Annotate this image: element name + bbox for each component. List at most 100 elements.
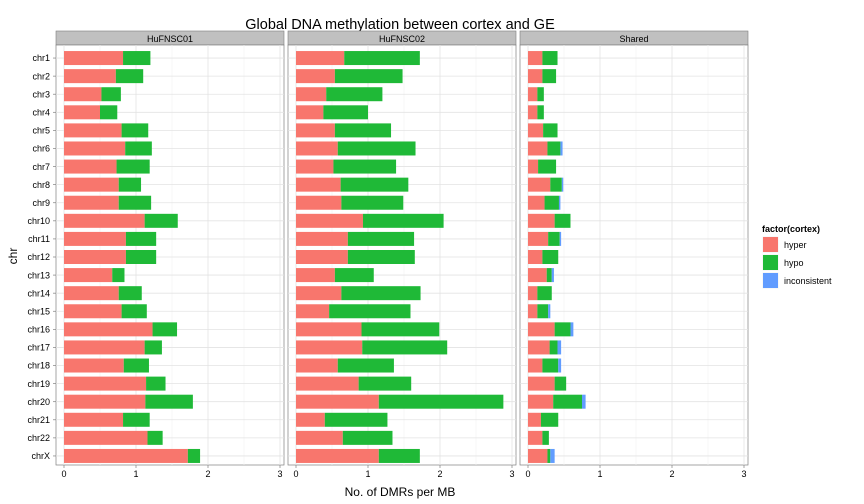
bar-hypo-chr2: [115, 69, 144, 84]
y-tick-label-chr1: chr1: [32, 53, 50, 63]
bar-hyper-chr13: [296, 268, 335, 283]
x-tick-label: 1: [133, 469, 138, 479]
bar-inconsistent-chr17: [557, 340, 562, 355]
bar-hypo-chr11: [548, 231, 560, 246]
bar-hyper-chr14: [296, 286, 342, 301]
bar-hypo-chr22: [147, 430, 163, 445]
bar-hypo-chr13: [546, 268, 552, 283]
bar-hypo-chr20: [378, 394, 504, 409]
bar-hypo-chr15: [537, 304, 549, 319]
bar-hypo-chr4: [100, 105, 118, 120]
bar-hyper-chr10: [296, 213, 363, 228]
bar-hyper-chr6: [64, 141, 126, 156]
bar-hyper-chr9: [296, 195, 342, 210]
bar-hyper-chr15: [296, 304, 330, 319]
bar-hypo-chr18: [542, 358, 559, 373]
bar-hypo-chr15: [329, 304, 411, 319]
legend-swatch-hyper: [763, 237, 778, 252]
bar-hyper-chr2: [528, 69, 543, 84]
y-tick-label-chr3: chr3: [32, 89, 50, 99]
legend-label-inconsistent: inconsistent: [784, 276, 832, 286]
bar-hyper-chr10: [528, 213, 555, 228]
bar-hyper-chr22: [528, 430, 543, 445]
bar-hypo-chr7: [333, 159, 397, 174]
legend-swatch-inconsistent: [763, 273, 778, 288]
facet-strip-label: HuFNSC02: [379, 34, 425, 44]
x-tick-label: 3: [509, 469, 514, 479]
bar-hypo-chr16: [361, 322, 440, 337]
bar-hyper-chr11: [64, 231, 126, 246]
bar-hyper-chr18: [528, 358, 543, 373]
panel-hufnsc02: HuFNSC02 0 1 2 3: [287, 30, 517, 479]
bar-hyper-chr10: [64, 213, 145, 228]
bar-hypo-chr10: [362, 213, 444, 228]
bar-hypo-chr1: [344, 51, 420, 66]
bar-hypo-chr4: [537, 105, 544, 120]
legend-swatch-hypo: [763, 255, 778, 270]
y-tick-label-chr17: chr17: [27, 343, 50, 353]
y-tick-labels: chr1 chr2 chr3 chr4 chr5 chr6 chr7 chr8 chr9 chr1…: [27, 53, 56, 461]
bar-inconsistent-chr18: [558, 358, 562, 373]
bar-hyper-chr8: [528, 177, 551, 192]
bar-hypo-chr19: [358, 376, 412, 391]
bar-hypo-chr12: [125, 250, 157, 264]
bar-hypo-chr14: [118, 286, 142, 301]
bar-inconsistent-chr8: [561, 177, 564, 192]
bar-hypo-chr1: [123, 51, 151, 66]
bar-hyper-chr15: [64, 304, 122, 319]
bar-hypo-chr9: [544, 195, 559, 210]
bar-inconsistent-chr20: [582, 394, 586, 409]
bar-hypo-chr11: [125, 231, 157, 246]
bar-hyper-chr1: [64, 51, 124, 66]
bar-hyper-chr16: [528, 322, 555, 337]
y-tick-label-chr6: chr6: [32, 144, 50, 154]
bar-hyper-chr20: [64, 394, 146, 409]
x-axis-title: No. of DMRs per MB: [345, 485, 456, 499]
bar-hyper-chr8: [296, 177, 341, 192]
bar-hyper-chrX: [64, 448, 188, 463]
bar-hypo-chr1: [542, 51, 558, 66]
bar-hyper-chr11: [296, 231, 348, 246]
bar-hyper-chr17: [64, 340, 145, 355]
bar-hyper-chr19: [296, 376, 359, 391]
y-tick-label-chr22: chr22: [27, 433, 50, 443]
bar-hypo-chr5: [334, 123, 392, 138]
y-tick-label-chr10: chr10: [27, 216, 50, 226]
bar-hypo-chr18: [337, 358, 394, 373]
bar-hypo-chr3: [326, 87, 383, 102]
bar-hyper-chr5: [528, 123, 544, 138]
y-tick-label-chr8: chr8: [32, 180, 50, 190]
y-tick-label-chr2: chr2: [32, 71, 50, 81]
bar-hyper-chr9: [528, 195, 545, 210]
bar-hypo-chr13: [334, 268, 374, 283]
chart-title: Global DNA methylation between cortex an…: [245, 17, 555, 33]
bar-hyper-chr4: [296, 105, 324, 120]
bar-hypo-chr21: [123, 412, 150, 427]
bar-hypo-chr5: [543, 123, 558, 138]
bar-hyper-chr18: [64, 358, 124, 373]
legend-label-hypo: hypo: [784, 258, 804, 268]
bar-hypo-chr7: [538, 159, 557, 174]
bar-hyper-chr6: [296, 141, 338, 156]
y-tick-label-chr19: chr19: [27, 379, 50, 389]
bar-hypo-chr18: [123, 358, 149, 373]
bar-hypo-chr8: [118, 177, 142, 192]
bar-hyper-chr20: [296, 394, 379, 409]
bar-hypo-chrX: [547, 448, 551, 463]
bar-hypo-chr20: [553, 394, 582, 409]
bar-hypo-chr21: [324, 412, 388, 427]
bar-hyper-chr19: [528, 376, 555, 391]
bar-hypo-chr12: [542, 250, 559, 264]
bar-hypo-chr2: [542, 69, 557, 84]
bar-hyper-chrX: [528, 448, 548, 463]
x-tick-label: 0: [293, 469, 298, 479]
bar-hyper-chr1: [296, 51, 345, 66]
bar-hypo-chr17: [549, 340, 558, 355]
bar-hyper-chr15: [528, 304, 538, 319]
bar-hyper-chr13: [64, 268, 113, 283]
bar-hypo-chr12: [347, 250, 415, 264]
panel-hufnsc01: HuFNSC01 0 1 2 3: [55, 30, 285, 479]
x-tick-label: 2: [437, 469, 442, 479]
bar-hyper-chr16: [296, 322, 362, 337]
bar-hyper-chr5: [296, 123, 335, 138]
